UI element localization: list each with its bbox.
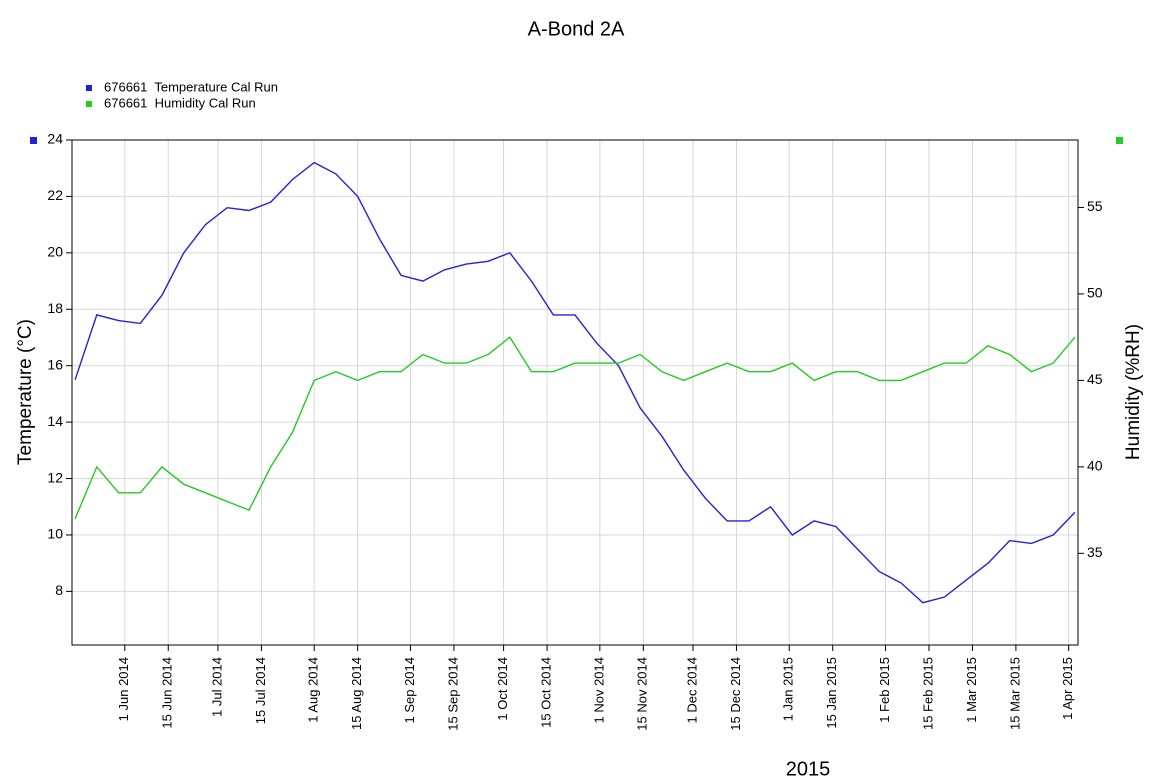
x-tick-label: 1 Nov 2014 xyxy=(591,657,606,724)
x-tick-label: 15 Jan 2015 xyxy=(824,657,839,729)
x-tick-label: 15 Dec 2014 xyxy=(728,657,743,731)
x-axis-label: 2015 xyxy=(786,758,831,780)
x-tick-label: 15 Jul 2014 xyxy=(253,657,268,724)
axis-marker xyxy=(1116,137,1123,144)
chart-title: A-Bond 2A xyxy=(528,18,625,40)
y-tick-label: 18 xyxy=(47,300,63,316)
y-tick-label: 16 xyxy=(47,356,63,372)
x-tick-label: 1 Aug 2014 xyxy=(306,657,321,723)
y2-axis-label: Humidity (%RH) xyxy=(1123,324,1144,460)
legend-swatch xyxy=(86,85,92,91)
x-tick-label: 1 Apr 2015 xyxy=(1060,657,1075,720)
x-tick-label: 1 Jan 2015 xyxy=(781,657,796,721)
legend-label: 676661 Humidity Cal Run xyxy=(104,95,256,110)
x-tick-label: 1 Sep 2014 xyxy=(402,657,417,724)
x-tick-label: 15 Sep 2014 xyxy=(445,657,460,731)
x-tick-label: 1 Mar 2015 xyxy=(964,657,979,723)
y2-tick-label: 45 xyxy=(1087,371,1103,387)
y-tick-label: 14 xyxy=(47,413,63,429)
y-tick-label: 10 xyxy=(47,526,63,542)
y-tick-label: 12 xyxy=(47,469,63,485)
y2-tick-label: 55 xyxy=(1087,198,1103,214)
plot-frame xyxy=(71,139,1079,646)
y-tick-label: 22 xyxy=(47,187,63,203)
x-tick-label: 1 Dec 2014 xyxy=(684,657,699,724)
legend-label: 676661 Temperature Cal Run xyxy=(104,79,278,94)
axis-marker xyxy=(30,137,37,144)
series-line xyxy=(74,161,1076,604)
y-tick-label: 20 xyxy=(47,244,63,260)
y-tick-label: 8 xyxy=(55,582,63,598)
x-tick-label: 15 Mar 2015 xyxy=(1007,657,1022,730)
x-tick-label: 15 Nov 2014 xyxy=(635,657,650,731)
y2-tick-label: 50 xyxy=(1087,285,1103,301)
series-line xyxy=(74,336,1076,520)
x-tick-label: 15 Oct 2014 xyxy=(538,657,553,728)
x-tick-label: 1 Oct 2014 xyxy=(495,657,510,721)
y-tick-label: 24 xyxy=(47,131,63,147)
x-tick-label: 15 Aug 2014 xyxy=(349,657,364,730)
y2-tick-label: 35 xyxy=(1087,544,1103,560)
y-axis-label: Temperature (°C) xyxy=(15,319,36,465)
x-tick-label: 15 Feb 2015 xyxy=(920,657,935,730)
x-tick-label: 1 Jun 2014 xyxy=(116,657,131,721)
legend-swatch xyxy=(86,101,92,107)
y2-tick-label: 40 xyxy=(1087,458,1103,474)
x-tick-label: 1 Jul 2014 xyxy=(209,657,224,717)
x-tick-label: 1 Feb 2015 xyxy=(877,657,892,723)
x-tick-label: 15 Jun 2014 xyxy=(160,657,175,729)
